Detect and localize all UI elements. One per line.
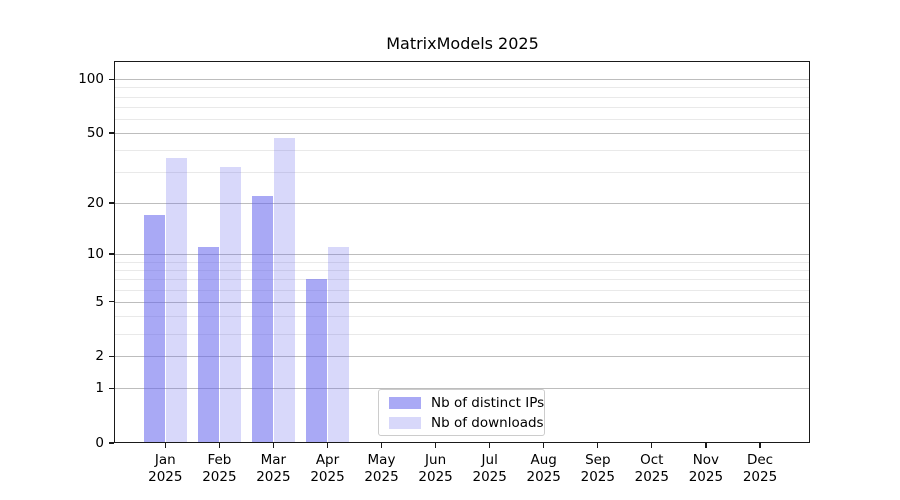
x-tick-may (380, 443, 383, 448)
y-tick-label-100: 100 (78, 71, 104, 88)
gridline-minor-80 (115, 96, 809, 98)
plot-border (114, 61, 810, 443)
x-tick-dec (759, 443, 761, 448)
bar-nb-of-downloads-jan (165, 158, 187, 443)
gridline-minor-40 (115, 150, 809, 152)
x-tick-label-dec: Dec 2025 (742, 452, 778, 485)
gridline-minor-70 (115, 107, 809, 108)
y-tick-20 (109, 202, 114, 204)
gridline-major-20 (115, 203, 809, 204)
gridline-minor-6 (115, 289, 809, 291)
gridline-minor-7 (115, 279, 809, 281)
x-tick-label-oct: Oct 2025 (634, 452, 669, 485)
x-tick-label-may: May 2025 (364, 452, 399, 485)
bar-nb-of-downloads-apr (328, 247, 349, 443)
y-tick-label-5: 5 (95, 293, 104, 310)
x-tick-label-apr: Apr 2025 (310, 452, 345, 485)
legend-swatch-nb-of-downloads (389, 416, 421, 429)
x-tick-label-jun: Jun 2025 (418, 452, 453, 485)
bar-nb-of-distinct-ips-apr (306, 279, 327, 443)
x-tick-oct (651, 443, 653, 448)
legend-label-nb-of-distinct-ips: Nb of distinct IPs (431, 394, 545, 411)
x-tick-label-sep: Sep 2025 (580, 452, 615, 485)
gridline-minor-60 (115, 119, 809, 120)
bar-nb-of-distinct-ips-jan (143, 215, 165, 443)
gridline-minor-30 (115, 172, 809, 174)
x-tick-jun (435, 443, 437, 448)
x-tick-label-aug: Aug 2025 (526, 452, 561, 485)
x-tick-feb (218, 443, 220, 448)
x-tick-mar (272, 443, 275, 448)
y-tick-label-10: 10 (86, 246, 104, 262)
y-tick-50 (109, 132, 114, 134)
y-tick-label-0: 0 (95, 435, 104, 451)
y-tick-1 (109, 387, 114, 389)
y-tick-2 (109, 355, 114, 358)
y-tick-label-20: 20 (86, 195, 104, 211)
x-tick-label-feb: Feb 2025 (202, 452, 237, 485)
gridline-minor-8 (115, 269, 809, 271)
x-tick-jul (489, 443, 491, 448)
gridline-minor-9 (115, 261, 809, 263)
legend-swatch-nb-of-distinct-ips (389, 396, 421, 409)
bar-nb-of-downloads-feb (219, 167, 241, 443)
y-tick-100 (109, 78, 114, 80)
legend: Nb of distinct IPs Nb of downloads (378, 389, 545, 436)
x-tick-jan (164, 443, 166, 448)
x-tick-label-jan: Jan 2025 (148, 452, 183, 485)
gridline-major-1 (115, 388, 809, 390)
x-tick-apr (326, 443, 329, 448)
legend-label-nb-of-downloads: Nb of downloads (431, 414, 544, 431)
y-tick-5 (109, 301, 114, 303)
gridline-minor-3 (115, 333, 809, 335)
gridline-minor-4 (115, 316, 809, 318)
chart-title: MatrixModels 2025 (386, 34, 539, 53)
x-tick-label-jul: Jul 2025 (472, 452, 507, 485)
x-tick-sep (597, 443, 599, 448)
bar-nb-of-downloads-mar (273, 137, 295, 443)
y-tick-label-1: 1 (95, 380, 104, 397)
gridline-major-10 (115, 254, 809, 255)
x-tick-nov (705, 443, 707, 448)
y-tick-label-50: 50 (86, 125, 104, 142)
bar-nb-of-distinct-ips-feb (197, 247, 219, 443)
gridline-minor-90 (115, 87, 809, 89)
y-tick-0 (109, 442, 114, 444)
y-tick-label-2: 2 (95, 348, 104, 365)
y-tick-10 (109, 253, 114, 255)
x-tick-label-nov: Nov 2025 (688, 452, 724, 485)
gridline-major-50 (115, 133, 809, 135)
gridline-major-100 (115, 79, 809, 81)
gridline-major-2 (115, 356, 809, 358)
bar-nb-of-distinct-ips-mar (251, 195, 273, 443)
legend-entry-nb-of-distinct-ips: Nb of distinct IPs (389, 394, 544, 411)
legend-entry-nb-of-downloads: Nb of downloads (389, 414, 544, 431)
x-tick-aug (543, 443, 545, 448)
x-tick-label-mar: Mar 2025 (256, 452, 291, 485)
gridline-major-5 (115, 301, 809, 303)
